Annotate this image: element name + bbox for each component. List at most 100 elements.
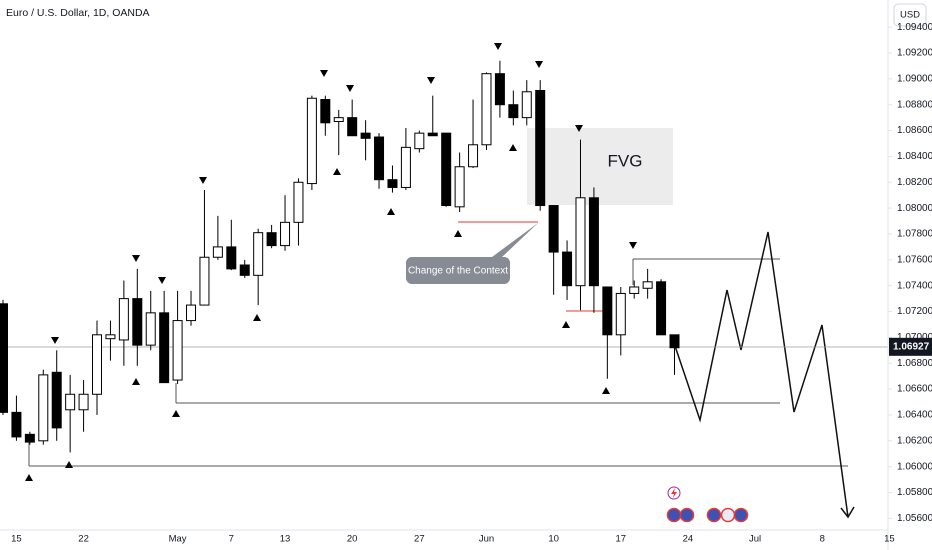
y-tick-label: 1.08400 [897,151,932,162]
candle-body [159,312,170,384]
x-tick-label: May [169,534,187,545]
down-marker [51,337,59,344]
x-tick-label: 15 [884,534,895,545]
x-tick-label: Jun [479,534,494,545]
last-price-label: 1.06927 [893,341,930,352]
candle-body [253,232,264,276]
candle-body [333,117,344,123]
candle-body [656,281,667,336]
candle-body [562,251,573,287]
y-tick-label: 1.06200 [897,435,932,446]
currency-label[interactable]: USD [900,10,920,21]
down-marker [575,125,583,132]
y-tick-label: 1.06800 [897,358,932,369]
x-tick-label: Jul [749,534,761,545]
down-marker [629,242,637,249]
event-icon [666,507,682,523]
y-tick-label: 1.09000 [897,73,932,84]
candle-body [145,312,156,346]
candle-body [454,166,465,208]
y-tick-label: 1.07800 [897,229,932,240]
candle-body [132,298,143,346]
candle-body [212,246,223,258]
candle-body [468,144,479,168]
candle-body [508,104,519,119]
event-icon [679,507,695,523]
chart-title: Euro / U.S. Dollar, 1D, OANDA [6,7,150,19]
x-tick-label: 10 [548,534,559,545]
candle-body [293,181,304,223]
y-tick-label: 1.08600 [897,125,932,136]
drawings [28,221,855,519]
candle-body [38,374,49,442]
y-tick-label: 1.05800 [897,487,932,498]
candle-body [306,97,317,185]
x-tick-label: 15 [11,534,22,545]
last-price-box [889,337,932,356]
markers [25,43,637,481]
projection-path [672,231,849,518]
down-marker [158,277,166,284]
candle-body [494,73,505,106]
x-tick-label: 22 [78,534,89,545]
projection-arrow [840,506,855,519]
candle-body [320,99,331,124]
y-tick-label: 1.06000 [897,461,932,472]
callout [405,223,538,284]
up-marker [333,168,341,175]
candle-body [548,205,559,253]
callout-text: Change of the Context [408,266,508,277]
x-tick-label: 20 [347,534,358,545]
candle-body [186,304,197,322]
y-tick-label: 1.08200 [897,177,932,188]
x-tick-label: 24 [683,534,694,545]
x-tick-label: 13 [280,534,291,545]
event-icon [720,507,736,523]
event-icon [671,488,677,498]
candle-body [105,334,116,340]
y-tick-label: 1.07400 [897,280,932,291]
candle-body [280,221,291,247]
up-marker [132,378,140,385]
up-marker [172,410,180,417]
candle-body [172,320,183,381]
y-tick-label: 1.08000 [897,203,932,214]
candle-body [65,393,76,411]
candle-body [642,281,653,289]
candle-body [629,286,640,294]
down-marker [346,85,354,92]
candle-body [521,91,532,119]
candle-body [199,256,210,306]
candle-body [118,298,129,341]
up-marker [387,208,395,215]
y-tick-label: 1.08800 [897,99,932,110]
y-tick-label: 1.06400 [897,410,932,421]
candle-body [92,334,103,395]
candle-body [24,433,35,443]
candle-body [575,197,586,287]
fvg-box [527,128,673,205]
candle-body [0,303,8,413]
y-tick-label: 1.06600 [897,384,932,395]
candle-body [481,73,492,146]
down-marker [132,255,140,262]
x-tick-label: 17 [615,534,626,545]
x-tick-label: 27 [414,534,425,545]
up-marker [509,144,517,151]
down-marker [320,70,328,77]
candle-body [239,264,250,276]
candle-body [347,117,358,137]
candle-body [11,411,22,438]
y-tick-label: 1.09400 [897,22,932,33]
candle-body [266,232,277,247]
candle-body [615,292,626,336]
candle-body [602,286,613,336]
y-tick-label: 1.09200 [897,48,932,59]
candle-body [588,197,599,287]
currency-button[interactable] [893,3,927,27]
up-marker [454,230,462,237]
x-tick-label: 8 [820,534,825,545]
event-icons [666,486,749,523]
